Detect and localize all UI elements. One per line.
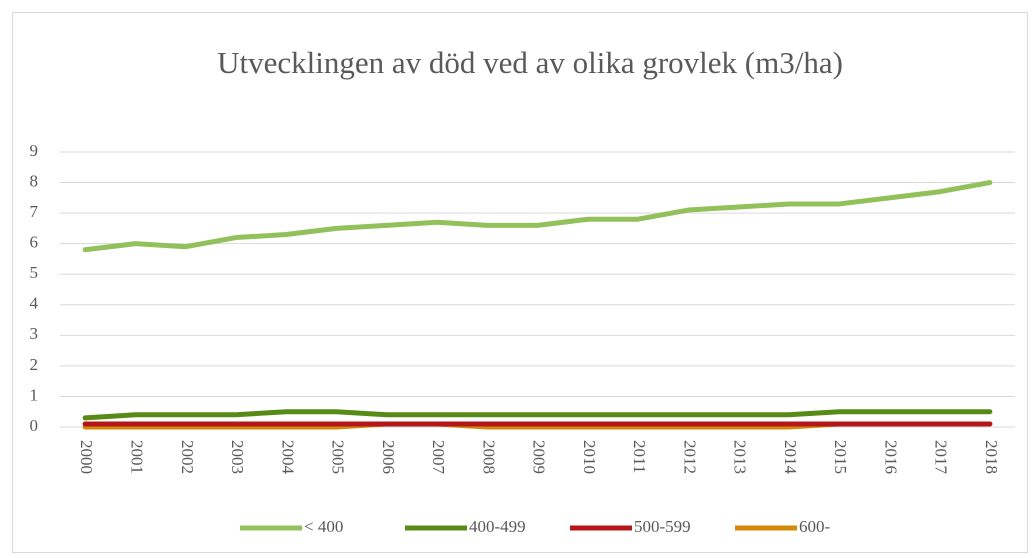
x-tick-label: 2008 xyxy=(479,440,498,474)
x-tick-label: 2003 xyxy=(228,440,247,474)
y-tick-label: 2 xyxy=(30,355,39,374)
series-line xyxy=(82,180,993,253)
legend-label: < 400 xyxy=(304,517,343,536)
x-tick-label: 2016 xyxy=(881,440,900,474)
x-tick-label: 2015 xyxy=(831,440,850,474)
x-tick-label: 2004 xyxy=(278,440,297,475)
y-tick-label: 5 xyxy=(30,263,39,282)
y-tick-label: 3 xyxy=(30,324,39,343)
legend-label: 500-599 xyxy=(634,517,691,536)
x-tick-label: 2006 xyxy=(379,440,398,474)
x-tick-label: 2012 xyxy=(680,440,699,474)
x-tick-label: 2010 xyxy=(580,440,599,474)
x-tick-label: 2001 xyxy=(127,440,146,474)
legend-label: 600- xyxy=(799,517,831,536)
y-tick-label: 0 xyxy=(30,416,39,435)
chart-border xyxy=(12,12,1028,553)
y-tick-label: 8 xyxy=(30,171,39,190)
x-tick-label: 2002 xyxy=(178,440,197,474)
x-tick-label: 2005 xyxy=(329,440,348,474)
legend-label: 400-499 xyxy=(469,517,526,536)
x-tick-label: 2009 xyxy=(530,440,549,474)
y-tick-label: 7 xyxy=(30,202,39,221)
x-tick-label: 2014 xyxy=(781,440,800,475)
y-tick-label: 4 xyxy=(30,294,39,313)
x-tick-label: 2000 xyxy=(77,440,96,474)
y-tick-label: 6 xyxy=(30,233,39,252)
x-tick-label: 2007 xyxy=(429,440,448,475)
x-tick-label: 2017 xyxy=(932,440,951,475)
x-tick-label: 2018 xyxy=(982,440,1001,474)
chart-title: Utvecklingen av död ved av olika grovlek… xyxy=(217,45,843,80)
y-tick-label: 1 xyxy=(30,385,39,404)
series-line xyxy=(82,409,993,421)
x-tick-label: 2011 xyxy=(630,440,649,473)
y-tick-label: 9 xyxy=(30,141,39,160)
x-tick-label: 2013 xyxy=(731,440,750,474)
